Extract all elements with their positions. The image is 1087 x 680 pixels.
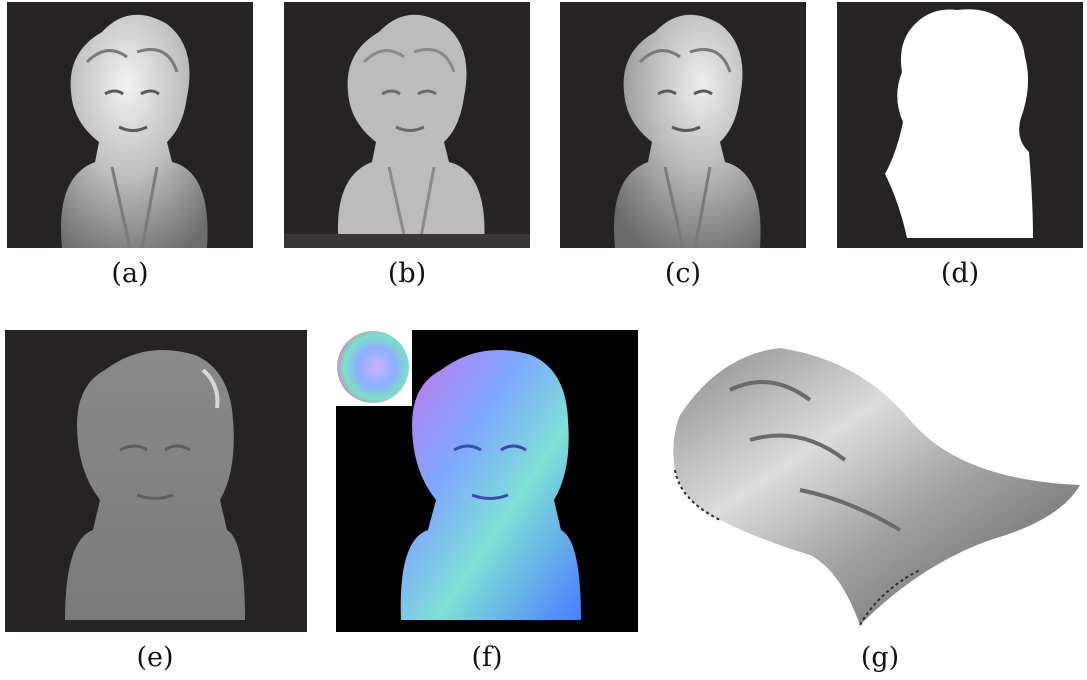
caption-d: (d) — [940, 258, 980, 289]
silhouette-mask — [885, 9, 1033, 239]
normal-map-bust — [400, 350, 581, 620]
caption-a: (a) — [111, 258, 149, 289]
panel-f-image — [336, 330, 638, 632]
reference-sphere — [337, 331, 409, 403]
panel-d-image — [837, 2, 1083, 248]
caption-g: (g) — [860, 642, 900, 673]
albedo-bust — [65, 350, 245, 620]
caption-b: (b) — [387, 258, 427, 289]
caption-f: (f) — [471, 642, 503, 673]
panel-e-image — [5, 330, 307, 632]
reconstructed-surface — [673, 348, 1080, 625]
panel-g-image — [660, 330, 1087, 632]
panel-a-image — [7, 2, 253, 248]
panel-c-image — [560, 2, 806, 248]
panel-b-image — [284, 2, 530, 248]
caption-c: (c) — [664, 258, 702, 289]
caption-e: (e) — [136, 642, 174, 673]
